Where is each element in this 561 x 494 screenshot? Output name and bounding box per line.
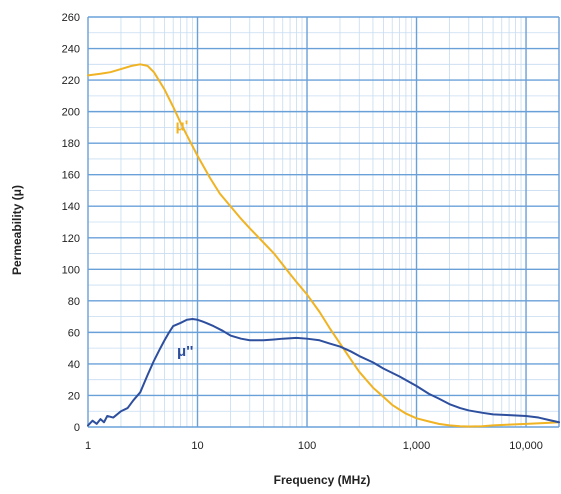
label-layer: μ' μ'' [176, 118, 194, 360]
x-tick-label: 10 [191, 440, 203, 452]
series-label-mu-prime: μ' [176, 118, 189, 135]
series-line-mu-double-prime [87, 317, 560, 427]
y-tick-label: 220 [62, 75, 80, 87]
y-tick-label: 60 [68, 327, 80, 339]
tick-layer: 0 20 40 60 80 100 120 140 160 180 200 220 240 260 1 10 1… [62, 12, 543, 452]
grid-layer [87, 16, 560, 428]
y-tick-label: 260 [62, 12, 80, 24]
x-tick-label: 100 [298, 440, 316, 452]
y-axis-title: Permeability (μ) [10, 185, 24, 275]
y-tick-label: 200 [62, 107, 80, 119]
y-tick-label: 160 [62, 170, 80, 182]
y-tick-label: 240 [62, 44, 80, 56]
y-tick-label: 120 [62, 233, 80, 245]
y-tick-label: 80 [68, 296, 80, 308]
y-tick-label: 40 [68, 359, 80, 371]
y-tick-label: 140 [62, 201, 80, 213]
x-tick-label: 1,000 [403, 440, 431, 452]
y-tick-label: 0 [74, 422, 80, 434]
x-tick-label: 1 [85, 440, 91, 452]
series-line-mu-prime [87, 63, 560, 428]
x-axis-title: Frequency (MHz) [274, 473, 371, 487]
y-tick-label: 100 [62, 264, 80, 276]
series-layer [87, 63, 560, 428]
x-tick-label: 10,000 [509, 440, 543, 452]
y-tick-label: 180 [62, 138, 80, 150]
series-label-mu-double-prime: μ'' [177, 343, 193, 360]
y-tick-label: 20 [68, 390, 80, 402]
